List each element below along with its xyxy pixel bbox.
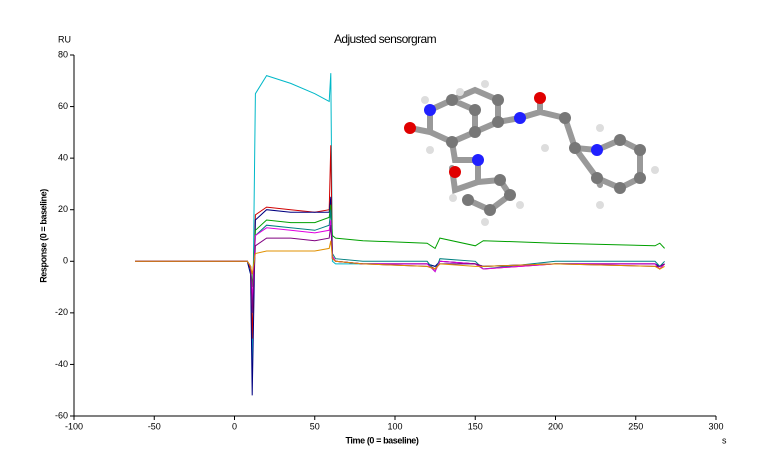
series-line (135, 219, 665, 301)
series-line (135, 196, 665, 396)
y-axis-label: Response (0 = baseline) (38, 189, 48, 283)
series-line (135, 225, 665, 313)
y-tick-label: -40 (55, 359, 68, 369)
x-unit: s (722, 435, 727, 445)
x-tick-label: 250 (628, 421, 643, 431)
series-line (135, 204, 665, 288)
series-line (135, 240, 665, 275)
x-tick-label: 200 (548, 421, 563, 431)
x-tick-label: 150 (468, 421, 483, 431)
x-tick-label: -100 (65, 421, 83, 431)
x-tick-label: 50 (310, 421, 320, 431)
y-tick-label: 40 (58, 153, 68, 163)
x-tick-label: -50 (148, 421, 161, 431)
y-tick-label: 60 (58, 101, 68, 111)
x-tick-label: 100 (387, 421, 402, 431)
y-tick-label: 80 (58, 49, 68, 59)
y-tick-label: -60 (55, 410, 68, 420)
y-tick-label: -20 (55, 307, 68, 317)
series-line (135, 73, 665, 365)
y-tick-label: 0 (63, 256, 68, 266)
chart-title: Adjusted sensorgram (334, 32, 437, 46)
y-tick-label: 20 (58, 204, 68, 214)
y-unit: RU (58, 34, 71, 44)
x-tick-label: 300 (708, 421, 723, 431)
x-axis-label: Time (0 = baseline) (345, 435, 418, 445)
x-tick-label: 0 (232, 421, 237, 431)
molecule (404, 80, 659, 226)
